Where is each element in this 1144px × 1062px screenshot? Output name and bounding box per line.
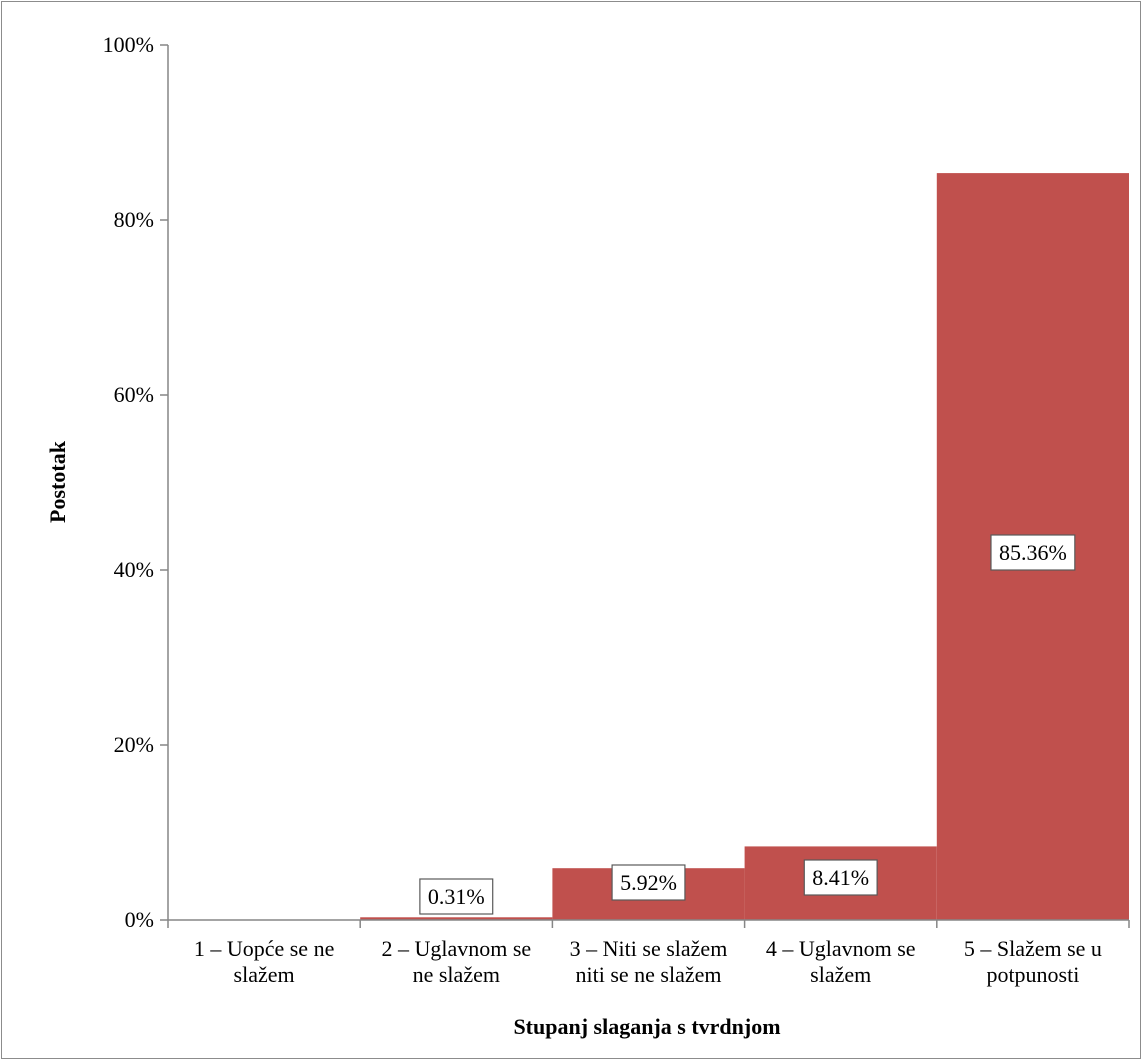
x-axis-title: Stupanj slaganja s tvrdnjom — [513, 1014, 780, 1039]
y-tick-label: 60% — [114, 382, 154, 407]
bar-2 — [360, 917, 553, 920]
data-label-3: 5.92% — [611, 864, 686, 901]
x-tick-label: 5 – Slažem se u potpunosti — [964, 936, 1102, 987]
data-label-box — [803, 859, 878, 896]
y-tick-label: 100% — [103, 32, 154, 57]
y-tick-label: 40% — [114, 557, 154, 582]
data-label-text: 8.41% — [812, 865, 869, 890]
data-label-text: 0.31% — [428, 884, 485, 909]
x-tick-label: 3 – Niti se slažem niti se ne slažem — [570, 936, 728, 987]
data-label-box — [990, 534, 1076, 571]
data-label-box — [419, 878, 494, 915]
data-label-4: 8.41% — [803, 859, 878, 896]
data-label-box — [611, 864, 686, 901]
x-tick-label: 2 – Uglavnom se ne slažem — [381, 936, 531, 987]
x-tick-label: 1 – Uopće se ne slažem — [194, 936, 335, 987]
data-label-text: 5.92% — [620, 870, 677, 895]
y-tick-label: 80% — [114, 207, 154, 232]
y-tick-label: 0% — [125, 907, 154, 932]
data-label-2: 0.31% — [419, 878, 494, 915]
data-label-text: 85.36% — [999, 540, 1067, 565]
y-axis-title: Postotak — [45, 440, 70, 523]
data-label-5: 85.36% — [990, 534, 1076, 571]
y-tick-label: 20% — [114, 732, 154, 757]
x-tick-label: 4 – Uglavnom se slažem — [766, 936, 916, 987]
